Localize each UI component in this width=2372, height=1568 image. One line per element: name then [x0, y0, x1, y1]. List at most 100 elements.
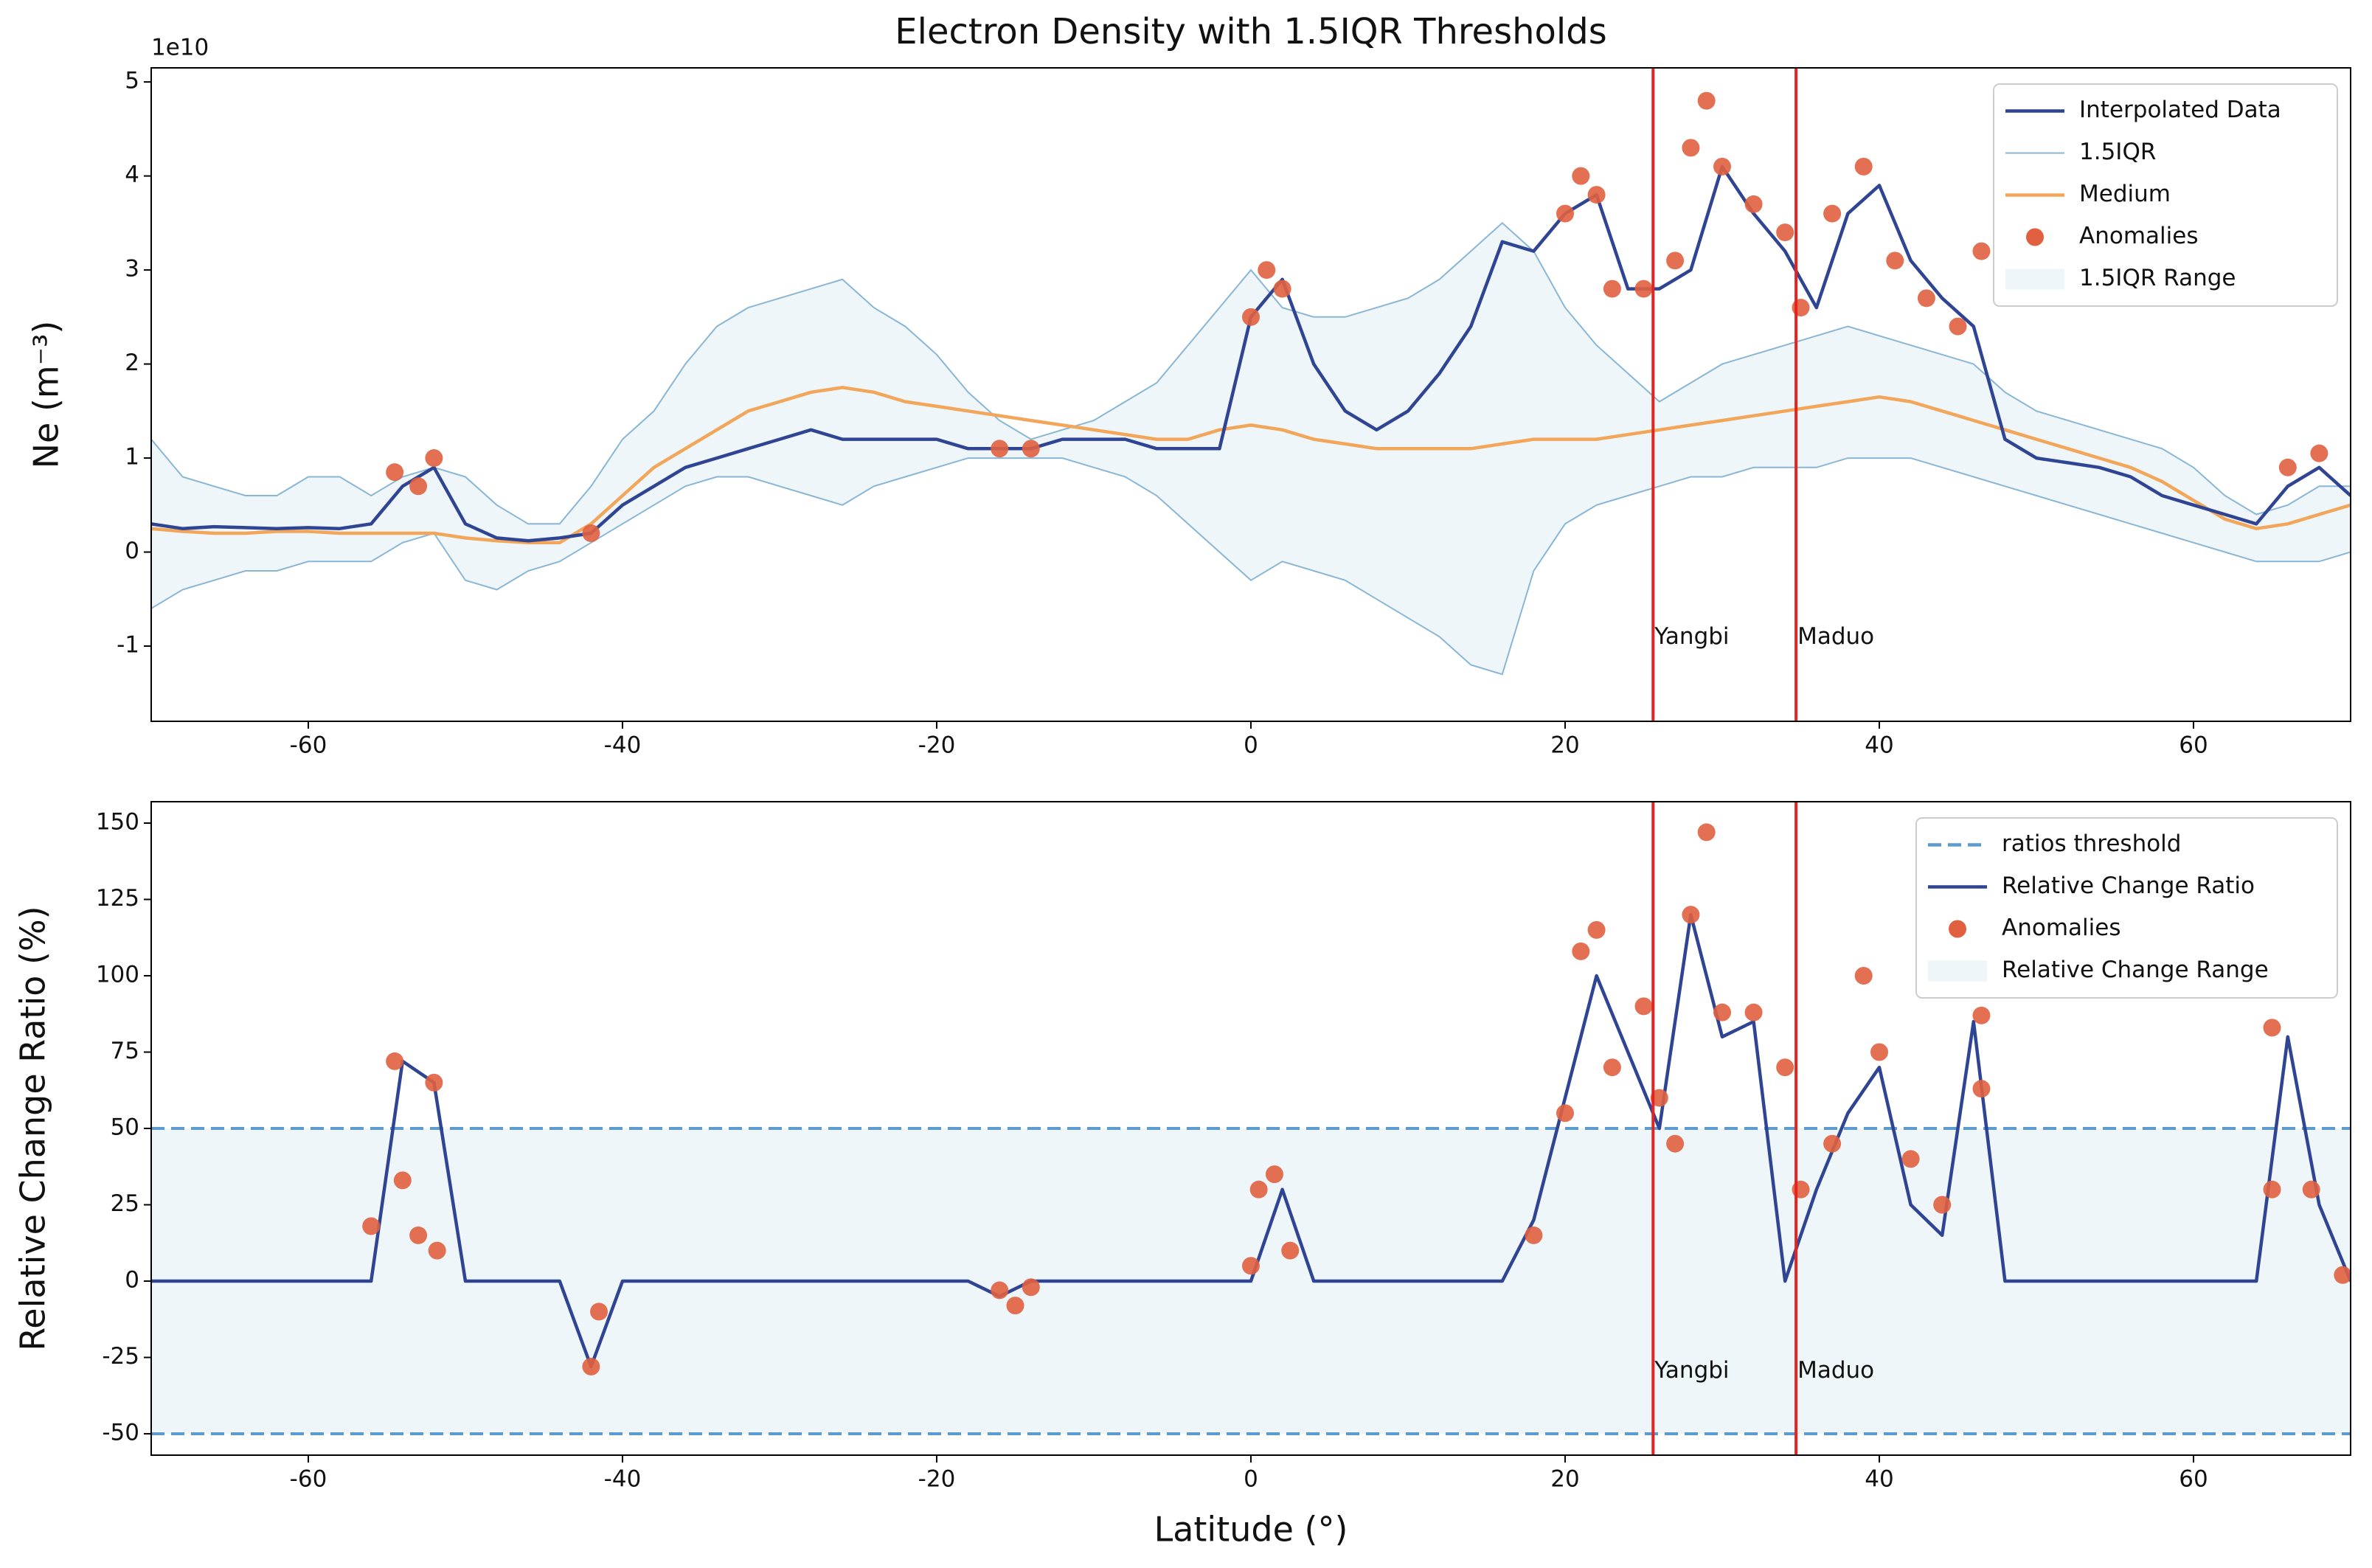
anomaly-point	[1556, 204, 1574, 223]
anomaly-point	[1682, 139, 1700, 157]
y-tick-label: 5	[125, 68, 139, 94]
anomaly-point	[409, 477, 428, 496]
anomaly-point	[1972, 1080, 1991, 1098]
anomaly-point	[582, 1357, 600, 1376]
anomaly-point	[425, 1073, 443, 1092]
y-tick-label: -25	[102, 1343, 139, 1370]
x-tick-label: 60	[2179, 1466, 2208, 1493]
anomaly-point	[1854, 157, 1873, 176]
anomaly-point	[1972, 242, 1991, 260]
anomaly-point	[1603, 1058, 1621, 1077]
anomaly-point	[1634, 280, 1653, 298]
anomaly-point	[1933, 1196, 1952, 1214]
anomaly-point	[1776, 223, 1794, 242]
anomaly-point	[1587, 920, 1606, 939]
anomaly-point	[1854, 966, 1873, 985]
legend-label: 1.5IQR	[2079, 139, 2156, 165]
legend-label: Medium	[2079, 181, 2171, 207]
event-label: Maduo	[1797, 1357, 1874, 1384]
range-fill	[151, 223, 2351, 675]
y-tick-label: 75	[111, 1038, 139, 1064]
anomaly-point	[1265, 1165, 1283, 1184]
anomaly-point	[1666, 1134, 1685, 1153]
x-tick-label: -60	[290, 732, 327, 759]
x-tick-label: 0	[1244, 1466, 1258, 1493]
anomaly-point	[1525, 1226, 1543, 1244]
anomaly-point	[1697, 91, 1716, 110]
anomaly-point	[1682, 906, 1700, 924]
y-tick-label: 150	[96, 808, 139, 835]
y-tick-label: -1	[117, 632, 139, 659]
legend-swatch	[2005, 268, 2064, 290]
legend-label: Anomalies	[2079, 223, 2198, 249]
anomaly-point	[1650, 1089, 1668, 1107]
anomaly-point	[1823, 1134, 1842, 1153]
iqr-line	[151, 221, 2351, 525]
y-axis-label: Relative Change Ratio (%)	[13, 906, 53, 1350]
x-tick-label: -60	[290, 1466, 327, 1493]
anomaly-point	[1713, 1003, 1731, 1021]
y-tick-label: -50	[102, 1420, 139, 1446]
x-tick-label: 40	[1865, 1466, 1893, 1493]
chart-title: Electron Density with 1.5IQR Thresholds	[895, 11, 1606, 52]
legend-label: Interpolated Data	[2079, 97, 2281, 123]
x-tick-label: -20	[918, 1466, 956, 1493]
anomaly-point	[2278, 458, 2297, 476]
anomaly-point	[386, 463, 404, 482]
anomaly-point	[2263, 1180, 2281, 1198]
y-tick-label: 0	[125, 1267, 139, 1294]
anomaly-point	[2310, 444, 2328, 462]
anomaly-point	[1697, 823, 1716, 842]
anomaly-point	[1587, 186, 1606, 204]
x-tick-label: 20	[1550, 732, 1579, 759]
anomaly-point	[1713, 157, 1731, 176]
x-tick-label: 0	[1244, 732, 1258, 759]
legend-label: ratios threshold	[2002, 830, 2181, 857]
anomaly-point	[1792, 1180, 1810, 1198]
anomaly-point	[2263, 1019, 2281, 1037]
legend-label: Anomalies	[2002, 915, 2120, 941]
legend-box	[1993, 83, 2338, 307]
y-tick-label: 3	[125, 256, 139, 282]
anomaly-point	[1022, 440, 1040, 458]
legend-label: Relative Change Range	[2002, 957, 2269, 983]
anomaly-point	[991, 440, 1009, 458]
anomaly-point	[393, 1171, 412, 1190]
anomaly-point	[1006, 1297, 1024, 1315]
event-label: Maduo	[1797, 623, 1874, 650]
anomaly-point	[1273, 280, 1291, 298]
anomaly-point	[1249, 1180, 1268, 1198]
x-tick-label: -40	[604, 732, 642, 759]
anomaly-point	[2302, 1180, 2320, 1198]
anomaly-point	[1666, 251, 1685, 270]
anomaly-point	[1886, 251, 1904, 270]
anomaly-point	[1634, 997, 1653, 1016]
anomaly-point	[1281, 1241, 1300, 1260]
anomaly-point	[1792, 299, 1810, 317]
legend-label: 1.5IQR Range	[2079, 265, 2236, 291]
data-line	[151, 386, 2351, 545]
y-tick-label: 0	[125, 538, 139, 564]
event-label: Yangbi	[1654, 1357, 1729, 1384]
anomaly-point	[1572, 167, 1590, 185]
data-line	[151, 912, 2351, 1369]
x-tick-label: 20	[1550, 1466, 1579, 1493]
anomaly-point	[1917, 289, 1935, 308]
x-tick-label: 40	[1865, 732, 1893, 759]
y-tick-label: 100	[96, 961, 139, 988]
legend-swatch	[1949, 920, 1966, 938]
anomaly-point	[1258, 261, 1276, 280]
anomaly-point	[1744, 195, 1763, 213]
y-offset-label: 1e10	[151, 35, 209, 61]
plot-area	[151, 823, 2351, 1436]
x-tick-label: -20	[918, 732, 956, 759]
y-axis-label: Ne (m⁻³)	[27, 321, 66, 469]
anomaly-point	[428, 1241, 446, 1260]
y-tick-label: 25	[111, 1190, 139, 1217]
legend: Interpolated Data 1.5IQR Medium Anomalies 1.…	[1993, 83, 2338, 307]
anomaly-point	[1744, 1003, 1763, 1021]
legend-swatch	[1928, 960, 1987, 982]
anomaly-point	[1242, 1257, 1260, 1275]
